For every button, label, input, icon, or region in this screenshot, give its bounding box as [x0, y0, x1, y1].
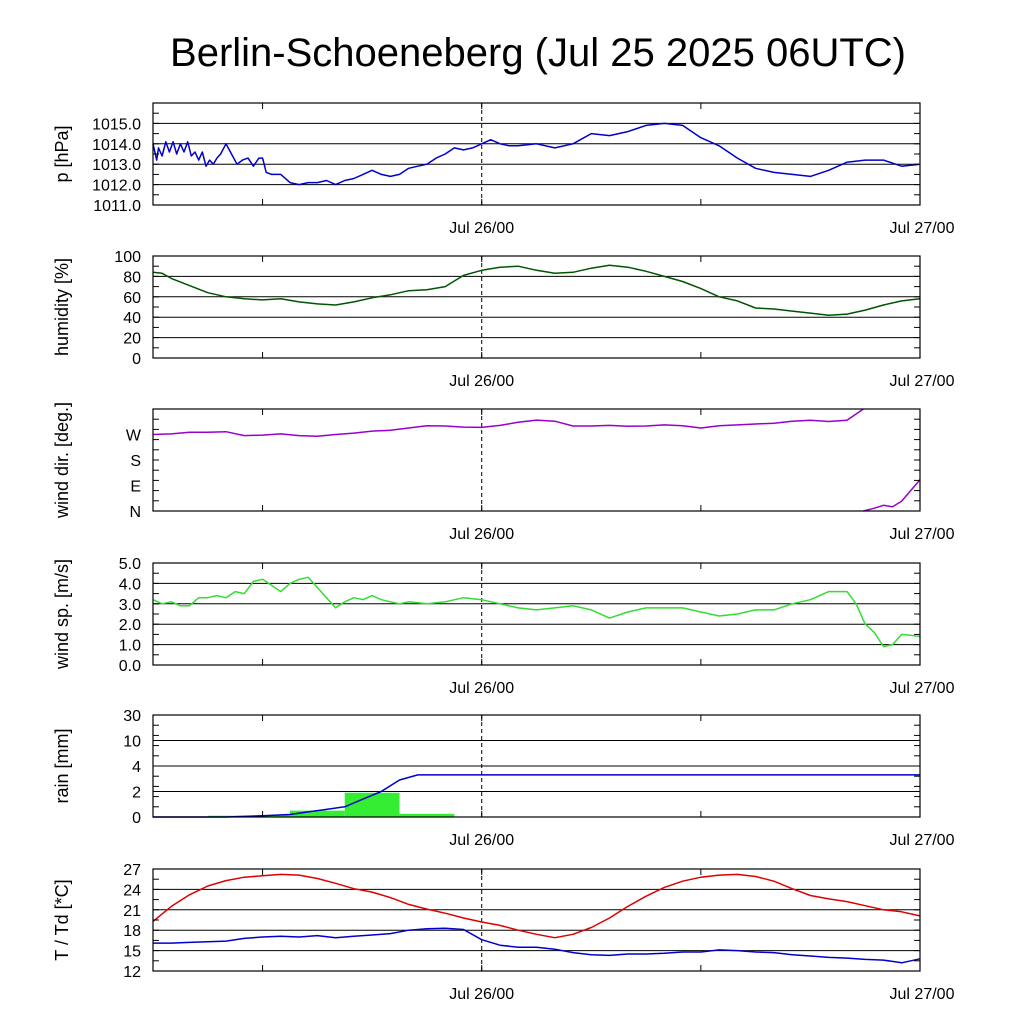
rain-series-0	[153, 774, 920, 818]
y-tick-label: E	[130, 479, 141, 496]
plot-frame	[152, 562, 921, 666]
x-tick-label: Jul 27/00	[890, 832, 955, 849]
y-tick-label: 1012.0	[92, 178, 141, 195]
rain-bar-4	[399, 813, 455, 817]
x-tick-label: Jul 26/00	[449, 832, 514, 849]
y-tick-label: 1014.0	[92, 137, 141, 154]
y-tick-label: 2.0	[119, 617, 141, 634]
rain-bar-1	[262, 815, 290, 817]
y-tick-label: 1015.0	[92, 116, 141, 133]
temperature-series-0	[152, 873, 921, 939]
panel-wind_speed: 0.0 1.0 2.0 3.0 4.0 5.0 wind sp. [m/s] Jul 26/0…	[52, 556, 955, 697]
panels: 1011.0 1012.0 1013.0 1014.0 1015.0 p [hPa] Jul…	[52, 102, 955, 1003]
y-tick-label: 3.0	[119, 597, 141, 614]
y-tick-label: 24	[123, 882, 141, 899]
y-tick-label: 1011.0	[93, 198, 141, 215]
chart-title: Berlin-Schoeneberg (Jul 25 2025 06UTC)	[170, 31, 906, 75]
x-tick-label: Jul 27/00	[890, 680, 955, 697]
y-tick-label: 100	[114, 249, 141, 266]
y-tick-label: 27	[123, 862, 141, 879]
temperature-series-1	[153, 927, 921, 964]
y-axis-label: T / Td [*C]	[52, 879, 72, 960]
plot-frame	[152, 408, 921, 512]
panel-humidity: 0 20 40 60 80 100 humidity [%] Jul 26/00 Jul 27/…	[52, 249, 955, 390]
x-tick-label: Jul 27/00	[890, 986, 955, 1003]
y-tick-label: 4.0	[119, 576, 141, 593]
panel-rain: 0 2 4 10 30 rain [mm] Jul 26/00 Jul 27/00	[52, 708, 955, 849]
x-tick-label: Jul 26/00	[449, 680, 514, 697]
plot-frame	[152, 102, 921, 206]
y-tick-label: 2	[132, 785, 141, 802]
plot-frame	[152, 255, 921, 359]
y-tick-label: 0	[132, 810, 141, 827]
y-tick-label: 1013.0	[92, 157, 141, 174]
wind_speed-series-0	[152, 576, 921, 648]
y-tick-label: 21	[123, 903, 141, 920]
x-tick-label: Jul 26/00	[449, 526, 514, 543]
y-tick-label: 30	[123, 708, 141, 725]
y-tick-label: 40	[123, 310, 141, 327]
x-tick-label: Jul 27/00	[890, 526, 955, 543]
y-axis-label: humidity [%]	[52, 258, 72, 356]
y-tick-label: 18	[123, 923, 141, 940]
y-tick-label: 0.0	[119, 658, 141, 675]
y-tick-label: S	[130, 453, 141, 470]
wind_dir-series-1	[863, 479, 921, 512]
wind_dir-series-0	[152, 408, 864, 437]
y-axis-label: wind dir. [deg.]	[52, 402, 72, 519]
y-tick-label: 0	[132, 351, 141, 368]
y-tick-label: 60	[123, 290, 141, 307]
y-tick-label: 1.0	[119, 638, 141, 655]
x-tick-label: Jul 26/00	[449, 220, 514, 237]
x-tick-label: Jul 26/00	[449, 986, 514, 1003]
y-axis-label: rain [mm]	[52, 728, 72, 803]
x-tick-label: Jul 26/00	[449, 373, 514, 390]
y-tick-label: 10	[123, 734, 141, 751]
panel-pressure: 1011.0 1012.0 1013.0 1014.0 1015.0 p [hPa] Jul…	[52, 102, 955, 237]
y-tick-label: W	[126, 428, 142, 445]
pressure-series-0	[152, 122, 921, 186]
y-tick-label: N	[129, 504, 141, 521]
y-axis-label: p [hPa]	[52, 125, 72, 182]
y-tick-label: 12	[123, 964, 141, 981]
x-tick-label: Jul 27/00	[890, 373, 955, 390]
y-tick-label: 15	[123, 944, 141, 961]
y-tick-label: 20	[123, 331, 141, 348]
x-tick-label: Jul 27/00	[890, 220, 955, 237]
panel-temperature: 12 15 18 21 24 27 T / Td [*C] Jul 26/00 Jul 27/0…	[52, 862, 955, 1003]
y-tick-label: 80	[123, 269, 141, 286]
y-axis-label: wind sp. [m/s]	[52, 559, 72, 670]
y-tick-label: 5.0	[119, 556, 141, 573]
rain-bar-3	[344, 792, 400, 817]
y-tick-label: 4	[132, 759, 141, 776]
rain-bar-2	[289, 810, 345, 817]
humidity-series-0	[152, 264, 921, 316]
